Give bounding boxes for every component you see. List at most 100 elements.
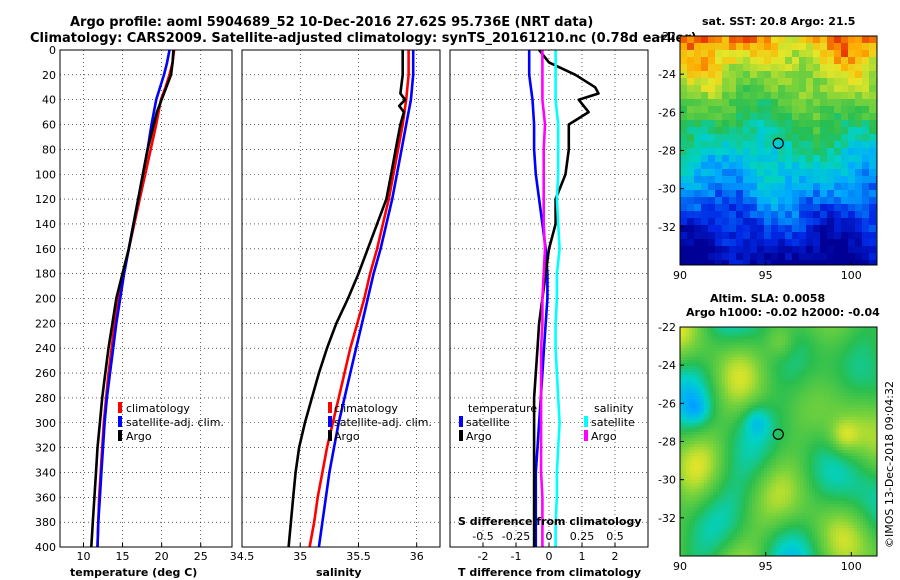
heatmap-cell: [806, 345, 810, 349]
heatmap-cell: [782, 474, 786, 478]
heatmap-cell: [848, 447, 852, 451]
heatmap-cell: [833, 372, 837, 376]
heatmap-cell: [683, 462, 687, 466]
heatmap-cell: [719, 438, 723, 442]
heatmap-cell: [860, 357, 864, 361]
heatmap-cell: [736, 71, 744, 79]
heatmap-cell: [813, 148, 821, 156]
heatmap-cell: [683, 366, 687, 370]
heatmap-cell: [824, 393, 828, 397]
heatmap-cell: [848, 127, 856, 135]
heatmap-cell: [680, 465, 684, 469]
heatmap-cell: [719, 399, 723, 403]
heatmap-cell: [749, 366, 753, 370]
heatmap-cell: [710, 480, 714, 484]
heatmap-cell: [710, 432, 714, 436]
heatmap-cell: [687, 169, 695, 177]
heatmap-cell: [812, 474, 816, 478]
heatmap-cell: [782, 348, 786, 352]
heatmap-cell: [692, 393, 696, 397]
heatmap-cell: [701, 384, 705, 388]
heatmap-cell: [725, 420, 729, 424]
heatmap-cell: [782, 360, 786, 364]
heatmap-cell: [779, 432, 783, 436]
heatmap-cell: [818, 417, 822, 421]
heatmap-cell: [827, 384, 831, 388]
heatmap-cell: [827, 468, 831, 472]
heatmap-cell: [764, 85, 772, 93]
heatmap-cell: [794, 444, 798, 448]
heatmap-cell: [778, 141, 786, 149]
heatmap-cell: [854, 489, 858, 493]
heatmap-cell: [770, 384, 774, 388]
heatmap-cell: [708, 176, 716, 184]
heatmap-cell: [785, 348, 789, 352]
salinity-panel: 34.5 35 35.5 36 salinity climatology satell…: [230, 49, 441, 579]
heatmap-cell: [782, 336, 786, 340]
salinity-gridlines: [241, 49, 440, 548]
heatmap-cell: [743, 438, 747, 442]
heatmap-cell: [813, 260, 821, 265]
heatmap-cell: [872, 393, 876, 397]
heatmap-cell: [836, 486, 840, 490]
heatmap-cell: [764, 369, 768, 373]
heatmap-cell: [869, 420, 873, 424]
series-line: [287, 50, 407, 548]
heatmap-cell: [710, 468, 714, 472]
heatmap-cell: [841, 92, 849, 100]
heatmap-cell: [869, 468, 873, 472]
heatmap-cell: [725, 456, 729, 460]
heatmap-cell: [701, 339, 705, 343]
x-tick-label: 1: [579, 550, 586, 563]
heatmap-cell: [785, 408, 789, 412]
heatmap-cell: [764, 197, 772, 205]
heatmap-cell: [872, 471, 876, 475]
heatmap-cell: [771, 78, 779, 86]
heatmap-cell: [818, 390, 822, 394]
heatmap-cell: [773, 354, 777, 358]
heatmap-cell: [729, 155, 737, 163]
heatmap-cell: [767, 432, 771, 436]
heatmap-cell: [701, 330, 705, 334]
heatmap-cell: [863, 369, 867, 373]
heatmap-cell: [728, 393, 732, 397]
heatmap-cell: [767, 426, 771, 430]
heatmap-cell: [707, 486, 711, 490]
heatmap-cell: [773, 495, 777, 499]
heatmap-cell: [869, 486, 873, 490]
heatmap-cell: [692, 339, 696, 343]
heatmap-cell: [785, 498, 789, 502]
heatmap-cell: [869, 141, 877, 149]
heatmap-cell: [785, 462, 789, 466]
heatmap-cell: [743, 441, 747, 445]
heatmap-cell: [788, 411, 792, 415]
heatmap-cell: [710, 447, 714, 451]
heatmap-cell: [761, 396, 765, 400]
heatmap-cell: [827, 333, 831, 337]
heatmap-cell: [779, 381, 783, 385]
heatmap-cell: [875, 348, 877, 352]
heatmap-cell: [692, 471, 696, 475]
heatmap-cell: [848, 420, 852, 424]
heatmap-cell: [701, 183, 709, 191]
heatmap-cell: [716, 420, 720, 424]
heatmap-cell: [707, 363, 711, 367]
heatmap-cell: [725, 423, 729, 427]
heatmap-cell: [764, 106, 772, 114]
heatmap-cell: [722, 369, 726, 373]
heatmap-cell: [857, 438, 861, 442]
heatmap-cell: [722, 120, 730, 128]
heatmap-cell: [694, 246, 702, 254]
heatmap-cell: [785, 169, 793, 177]
heatmap-cell: [845, 498, 849, 502]
heatmap-cell: [830, 453, 834, 457]
heatmap-cell: [704, 336, 708, 340]
heatmap-cell: [710, 477, 714, 481]
heatmap-cell: [740, 447, 744, 451]
heatmap-cell: [692, 357, 696, 361]
heatmap-cell: [809, 486, 813, 490]
heatmap-cell: [689, 414, 693, 418]
heatmap-cell: [827, 414, 831, 418]
heatmap-cell: [830, 435, 834, 439]
heatmap-cell: [779, 387, 783, 391]
